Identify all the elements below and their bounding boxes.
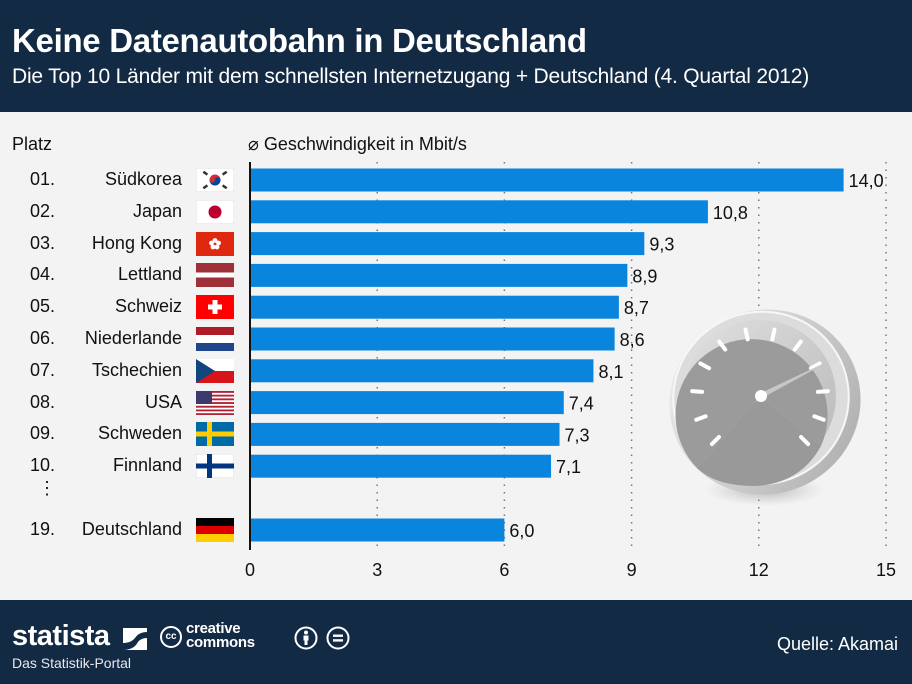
speedometer-tick xyxy=(792,339,803,352)
bar-3 xyxy=(250,263,628,287)
rank-label: 06. xyxy=(30,328,56,348)
value-label-10: 6,0 xyxy=(509,521,534,541)
country-label: Niederlande xyxy=(84,328,182,348)
value-label-3: 8,9 xyxy=(632,266,657,286)
cc-no-derivatives-icon xyxy=(326,626,350,650)
country-label: Hong Kong xyxy=(91,232,182,253)
speedometer-icon xyxy=(669,309,861,506)
speedometer-tick xyxy=(815,389,830,394)
creative-commons-text: creative commons xyxy=(186,620,255,651)
flag-czech-republic-icon xyxy=(196,358,234,383)
flag-south-korea-icon xyxy=(196,168,234,192)
speedometer-tick xyxy=(743,327,750,342)
rank-label: 08. xyxy=(30,391,56,412)
value-label-5: 8,6 xyxy=(620,330,645,350)
value-label-8: 7,3 xyxy=(565,425,590,445)
bar-0 xyxy=(250,168,844,192)
value-label-1: 10,8 xyxy=(713,203,748,223)
value-label-2: 9,3 xyxy=(649,235,674,255)
country-label: Schweden xyxy=(97,423,182,444)
rank-column-header: Platz xyxy=(12,134,53,154)
value-label-9: 7,1 xyxy=(556,457,581,477)
country-label: Deutschland xyxy=(81,519,182,539)
rank-label: 04. xyxy=(30,264,56,285)
header: Keine Datenautobahn in Deutschland Die T… xyxy=(0,0,912,112)
speedometer-tick xyxy=(698,361,712,371)
speedometer-tick xyxy=(709,435,721,447)
statista-logo-icon xyxy=(123,628,147,650)
flag-finland-icon xyxy=(196,454,234,479)
x-tick-label-15: 15 xyxy=(876,560,896,580)
source-label: Quelle: Akamai xyxy=(776,634,898,654)
speedometer-tick xyxy=(808,361,822,371)
rank-label: 07. xyxy=(30,359,56,380)
rank-label: 01. xyxy=(30,169,56,189)
bar-7 xyxy=(250,391,564,415)
bar-8 xyxy=(250,422,560,446)
flag-japan-icon xyxy=(196,199,234,224)
flag-germany-icon xyxy=(196,518,234,542)
flag-usa-icon xyxy=(196,390,234,415)
flag-switzerland-icon xyxy=(196,295,234,320)
x-tick-label-3: 3 xyxy=(372,560,382,580)
rank-label: 19. xyxy=(30,519,56,539)
flag-latvia-icon xyxy=(196,263,234,288)
country-label: Lettland xyxy=(117,264,182,285)
x-tick-label-12: 12 xyxy=(749,560,769,580)
country-label: USA xyxy=(144,391,182,412)
statista-tagline: Das Statistik-Portal xyxy=(12,655,132,671)
statista-brand[interactable]: statista xyxy=(12,620,110,652)
bar-10 xyxy=(250,518,505,542)
value-label-6: 8,1 xyxy=(598,362,623,382)
flag-hong-kong-icon xyxy=(196,231,234,256)
country-label: Japan xyxy=(132,200,182,221)
chart-title: Keine Datenautobahn in Deutschland xyxy=(12,22,587,59)
bar-4 xyxy=(250,295,619,319)
flag-sweden-icon xyxy=(196,422,234,447)
rank-label: 10. xyxy=(30,455,56,476)
bar-chart: 14,0 10,8 9,3 8,9 8,7 8,6 8,17,4 7,3 7,1 6,0 0 3 6 9 1… xyxy=(245,162,896,580)
flag-netherlands-icon xyxy=(196,327,234,351)
speedometer-tick xyxy=(717,339,728,352)
rank-label: 05. xyxy=(30,296,56,317)
x-tick-label-0: 0 xyxy=(245,560,255,580)
speedometer-tick xyxy=(694,414,708,422)
country-label: Finnland xyxy=(112,455,182,476)
speedometer-tick xyxy=(770,327,777,342)
country-label: Südkorea xyxy=(104,169,182,189)
rank-label: 02. xyxy=(30,200,56,221)
bar-2 xyxy=(250,232,645,256)
cc-attribution-icon xyxy=(294,626,318,650)
x-tick-label-6: 6 xyxy=(499,560,509,580)
bar-1 xyxy=(250,200,708,224)
speedometer-tick xyxy=(690,389,705,394)
rank-label: 03. xyxy=(30,232,56,253)
rank-label: 09. xyxy=(30,423,56,444)
value-label-0: 14,0 xyxy=(849,171,884,191)
speedometer-tick xyxy=(799,435,811,447)
footer: statista Das Statistik-Portal cc creativ… xyxy=(0,600,912,684)
chart-subtitle: Die Top 10 Länder mit dem schnellsten In… xyxy=(12,65,810,88)
country-label: Tschechien xyxy=(91,359,182,380)
speedometer-tick xyxy=(812,414,826,422)
x-axis-title: ⌀ Geschwindigkeit in Mbit/s xyxy=(248,134,467,154)
value-label-4: 8,7 xyxy=(624,298,649,318)
country-label: Schweiz xyxy=(114,296,182,317)
x-tick-label-9: 9 xyxy=(627,560,637,580)
bar-9 xyxy=(250,454,552,478)
value-label-7: 7,4 xyxy=(569,394,594,414)
cc-icon: cc xyxy=(160,626,182,648)
bar-6 xyxy=(250,359,594,383)
bar-5 xyxy=(250,327,615,351)
